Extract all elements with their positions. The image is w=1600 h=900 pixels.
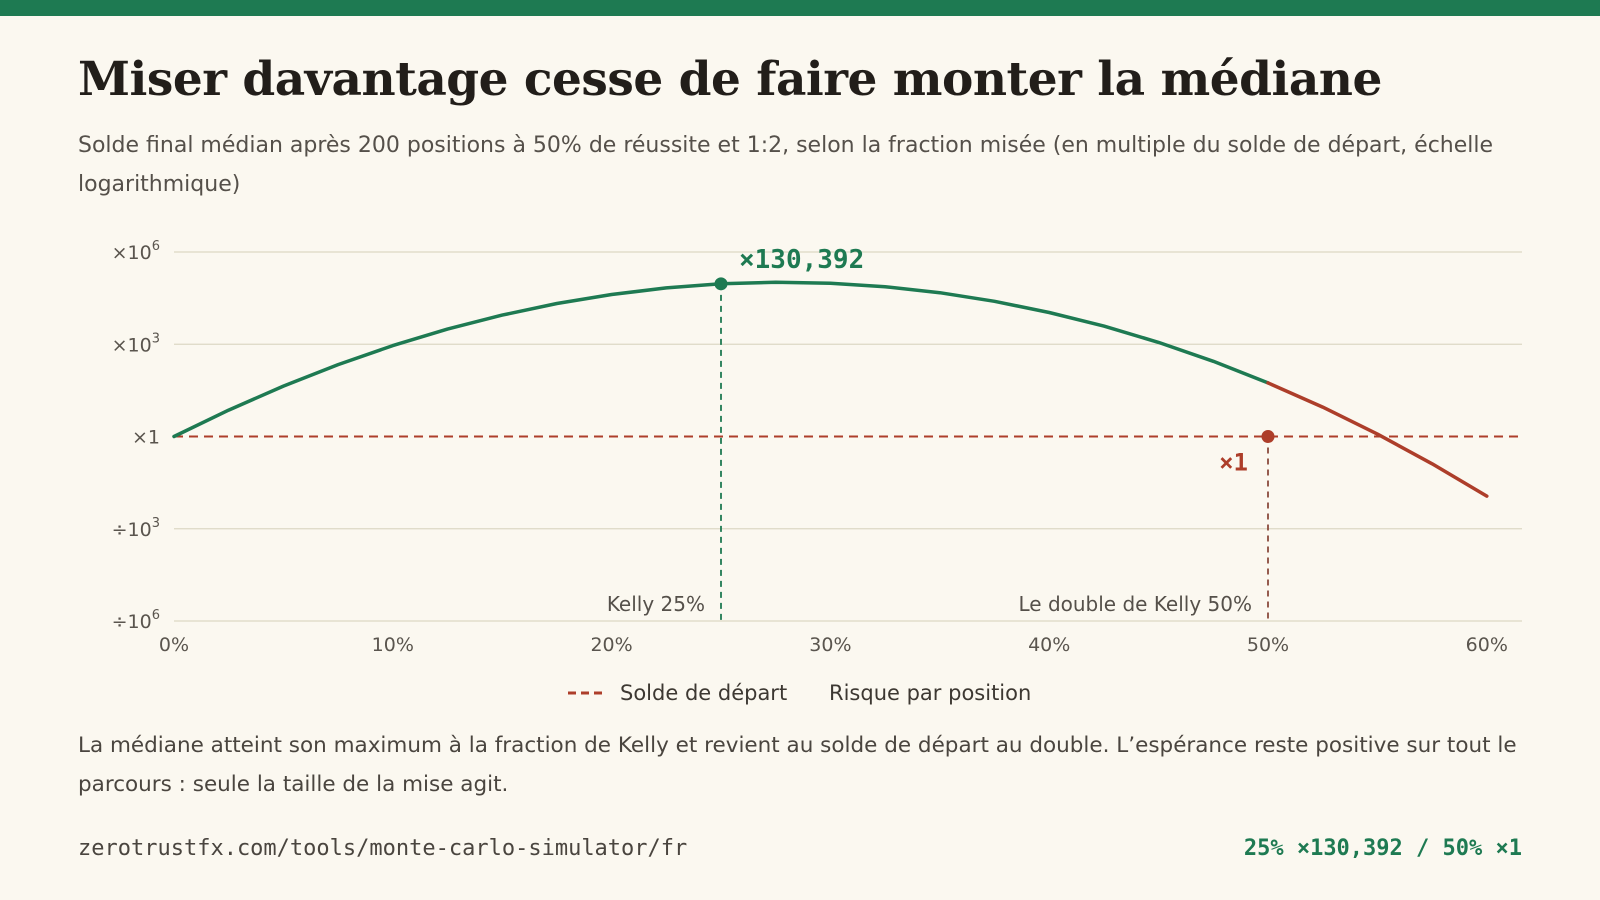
y-tick-label: ×106: [112, 239, 160, 264]
page-title: Miser davantage cesse de faire monter la…: [78, 52, 1382, 107]
peak-marker: [714, 277, 728, 291]
x-tick-label: 40%: [1028, 634, 1070, 656]
legend-starting-balance: Solde de départ: [620, 681, 787, 705]
y-tick-label: ÷106: [112, 608, 160, 633]
y-axis-ticks: ×106 ×103 ×1 ÷103 ÷106: [112, 239, 160, 633]
chart-caption: La médiane atteint son maximum à la frac…: [78, 733, 1517, 797]
peak-value-label: ×130,392: [739, 245, 864, 275]
legend-risk-per-position: Risque par position: [829, 681, 1031, 705]
y-tick-label: ×103: [112, 331, 160, 356]
double-kelly-marker-label: Le double de Kelly 50%: [1018, 592, 1252, 616]
top-accent-bar: [0, 0, 1600, 16]
x-axis-ticks: 0% 10% 20% 30% 40% 50% 60%: [159, 634, 1508, 656]
footer-stats: 25% ×130,392 / 50% ×1: [1243, 836, 1522, 861]
curve-markers: [714, 277, 1275, 443]
kelly-marker-label: Kelly 25%: [607, 592, 705, 616]
x-tick-label: 30%: [809, 634, 851, 656]
marker-guide-lines: [720, 283, 1269, 621]
x-tick-label: 60%: [1466, 634, 1508, 656]
footer-url: zerotrustfx.com/tools/monte-carlo-simula…: [78, 836, 688, 861]
chart-subtitle: Solde final médian après 200 positions à…: [78, 133, 1494, 197]
y-tick-label: ÷103: [112, 516, 160, 541]
crossing-value-label: ×1: [1219, 449, 1248, 477]
chart-legend: Solde de départ Risque par position: [568, 681, 1031, 705]
x-tick-label: 0%: [159, 634, 189, 656]
median-curve-positive: [172, 280, 1270, 439]
median-balance-chart: ×106×103×1÷103÷106 0% 10% 20% 30% 40% 50% 60% …: [112, 239, 1522, 705]
crossing-marker: [1261, 430, 1275, 443]
x-tick-label: 10%: [372, 634, 414, 656]
x-tick-label: 50%: [1247, 634, 1289, 656]
x-tick-label: 20%: [590, 634, 632, 656]
y-tick-label: ×1: [132, 427, 160, 449]
median-curve-negative: [1266, 381, 1489, 498]
